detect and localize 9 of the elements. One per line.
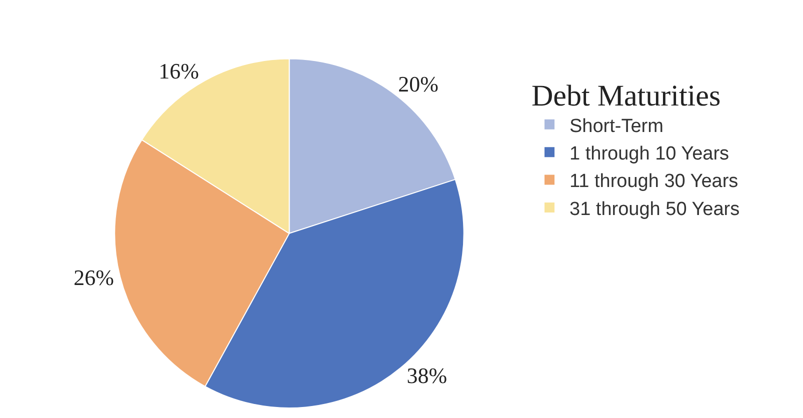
data-label: 38% [406, 362, 448, 388]
data-label: 26% [74, 265, 114, 290]
legend-label: 11 through 30 Years [570, 171, 738, 192]
data-label: 20% [398, 71, 438, 96]
legend-label: 1 through 10 Years [570, 144, 730, 165]
legend-label: 31 through 50 Years [570, 198, 740, 220]
legend-label: Short-Term [570, 116, 664, 137]
data-label: 16% [158, 58, 199, 84]
legend-title: Debt Maturities [532, 80, 721, 113]
